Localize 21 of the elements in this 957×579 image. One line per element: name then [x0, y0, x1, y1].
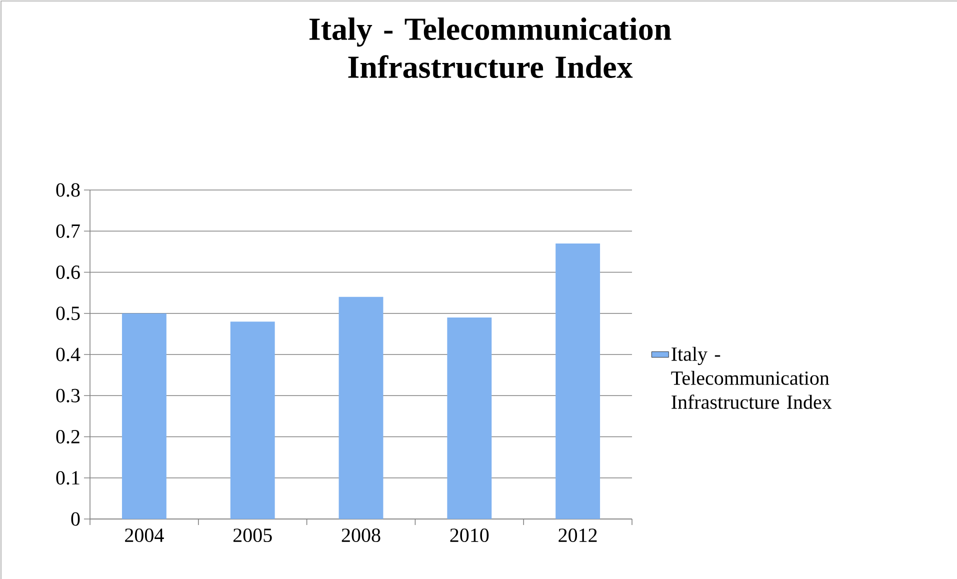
y-tick-label: 0 — [71, 512, 80, 526]
y-tick-label: 0.6 — [56, 265, 80, 280]
y-tick-label: 0.5 — [56, 306, 80, 320]
bar — [230, 322, 275, 519]
y-tick-label: 0.1 — [56, 471, 80, 485]
bar — [122, 313, 166, 519]
y-tick-label: 0.8 — [56, 183, 80, 197]
y-tick-label: 0.4 — [56, 348, 80, 362]
x-tick-label: 2005 — [233, 528, 272, 542]
x-tick-label: 2008 — [342, 528, 380, 542]
bar — [556, 243, 600, 519]
y-tick-label: 0.2 — [56, 430, 80, 444]
bar — [447, 317, 492, 519]
x-tick-label: 2012 — [558, 528, 597, 542]
bar — [338, 296, 384, 519]
chart-title: Italy - Telecommunication Infrastructure Index — [309, 18, 672, 78]
x-tick-label: 2010 — [450, 528, 489, 542]
x-tick-label: 2004 — [125, 528, 164, 542]
y-tick-label: 0.7 — [56, 224, 80, 238]
y-tick-label: 0.3 — [56, 388, 80, 402]
legend-label: Italy - Telecommunication Infrastructure Index — [671, 346, 832, 409]
